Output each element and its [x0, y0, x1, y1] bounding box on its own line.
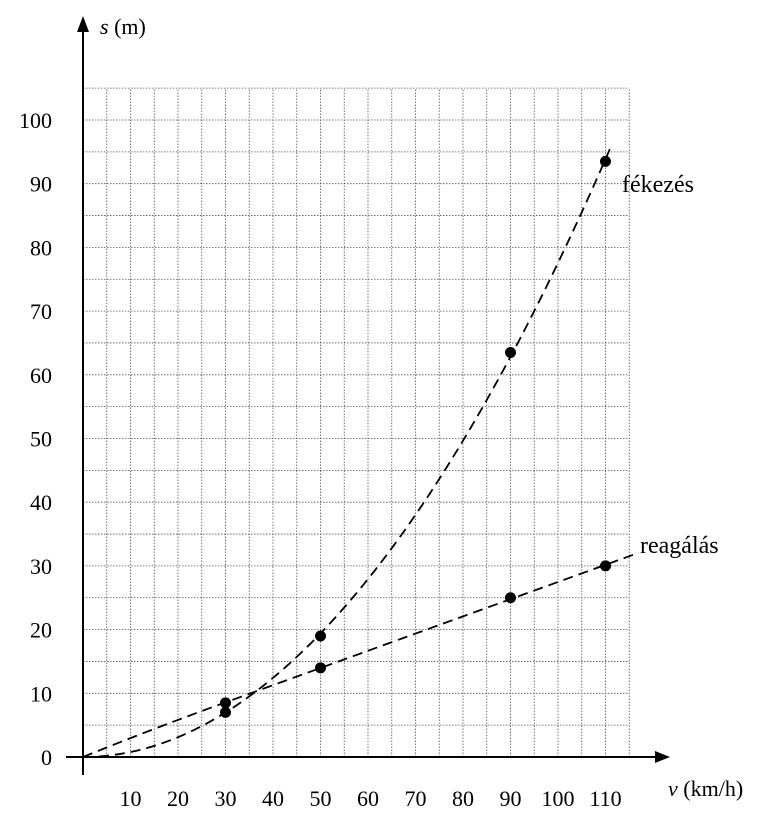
y-axis-symbol: s [100, 14, 109, 39]
grid [83, 87, 630, 757]
data-point-series-1 [220, 697, 231, 709]
x-tick-label: 90 [500, 786, 522, 811]
x-tick-label: 100 [542, 786, 575, 811]
x-tick-label: 20 [167, 786, 189, 811]
data-point-series-0 [220, 706, 231, 718]
data-point-series-0 [315, 630, 326, 642]
data-point-series-1 [315, 662, 326, 674]
y-tick-label: 90 [30, 172, 52, 197]
x-tick-label: 50 [310, 786, 332, 811]
series-label-reagalas: reagálás [640, 533, 719, 559]
series-curve-0 [82, 147, 612, 758]
series-label-fekezes: fékezés [622, 172, 694, 198]
data-point-series-1 [505, 592, 516, 604]
labels: s (m) v (km/h) fékezés reagálás [100, 14, 743, 801]
x-axis-unit-text: (km/h) [683, 776, 743, 801]
x-tick-label: 60 [357, 786, 379, 811]
data-points [220, 155, 611, 718]
x-tick-label: 30 [215, 786, 237, 811]
x-axis-symbol: v [668, 776, 678, 801]
x-axis-arrowhead [655, 751, 670, 763]
x-tick-label: 80 [452, 786, 474, 811]
x-tick-label: 70 [405, 786, 427, 811]
series-curve-1 [82, 551, 640, 758]
data-point-series-1 [600, 560, 611, 572]
y-tick-label: 20 [30, 618, 52, 643]
y-tick-label: 70 [30, 299, 52, 324]
y-axis-arrowhead [77, 16, 89, 32]
tick-labels: 10 20 30 40 50 60 70 80 90 100 110 0 10 20 30 40 50 60 70 8… [19, 108, 622, 811]
x-axis-label: v (km/h) [668, 776, 743, 801]
curves [82, 147, 640, 758]
y-tick-label: 80 [30, 235, 52, 260]
y-tick-label: 0 [41, 745, 52, 770]
x-tick-label: 40 [262, 786, 284, 811]
y-tick-label: 10 [30, 681, 52, 706]
y-axis-label: s (m) [100, 14, 146, 39]
x-tick-label: 110 [589, 786, 621, 811]
y-tick-label: 40 [30, 490, 52, 515]
y-tick-label: 100 [19, 108, 52, 133]
y-tick-label: 50 [30, 427, 52, 452]
x-tick-label: 10 [120, 786, 142, 811]
y-axis-unit-text: (m) [114, 14, 146, 39]
axes [66, 16, 670, 775]
data-point-series-0 [600, 155, 611, 167]
data-point-series-0 [505, 347, 516, 359]
y-tick-label: 30 [30, 554, 52, 579]
y-tick-label: 60 [30, 363, 52, 388]
